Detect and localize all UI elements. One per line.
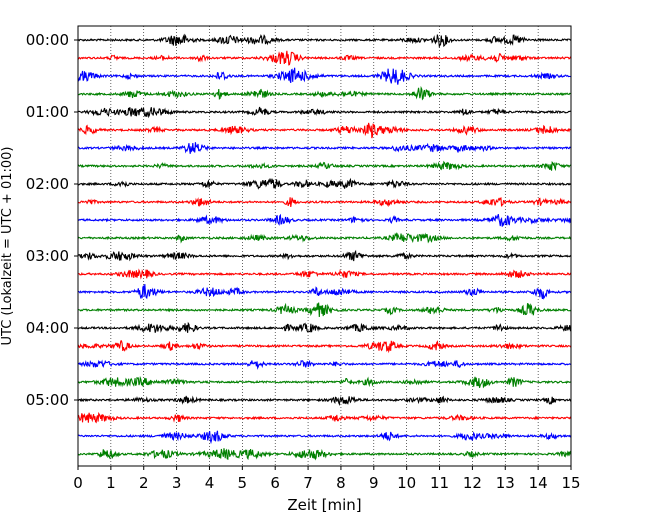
x-tick-label: 0 — [73, 474, 83, 492]
trace-0445 — [77, 375, 572, 389]
y-tick-label: 04:00 — [26, 319, 69, 337]
trace-0330 — [77, 284, 572, 300]
trace-0400 — [77, 321, 572, 333]
trace-0030 — [77, 67, 572, 85]
x-tick-label: 11 — [430, 474, 449, 492]
trace-0000 — [77, 33, 572, 48]
trace-0245 — [77, 231, 572, 244]
y-tick-label: 05:00 — [26, 391, 69, 409]
trace-0530 — [77, 430, 572, 445]
x-tick-label: 6 — [270, 474, 280, 492]
x-axis-ticks: 0 1 2 3 4 5 6 7 8 9 10 11 12 13 14 15 — [73, 466, 581, 492]
trace-0415 — [77, 340, 572, 354]
trace-0130 — [77, 142, 572, 154]
x-tick-label: 10 — [397, 474, 416, 492]
x-tick-label: 13 — [496, 474, 515, 492]
x-tick-label: 2 — [139, 474, 149, 492]
trace-0045 — [77, 85, 572, 101]
x-tick-label: 3 — [172, 474, 182, 492]
x-tick-label: 1 — [106, 474, 116, 492]
trace-0115 — [77, 122, 572, 139]
x-tick-label: 7 — [303, 474, 313, 492]
trace-0545 — [77, 448, 572, 461]
y-tick-label: 03:00 — [26, 247, 69, 265]
y-tick-label: 00:00 — [26, 31, 69, 49]
y-tick-label: 01:00 — [26, 103, 69, 121]
x-tick-label: 8 — [336, 474, 346, 492]
x-tick-label: 15 — [561, 474, 580, 492]
x-tick-label: 9 — [369, 474, 379, 492]
x-tick-label: 4 — [205, 474, 215, 492]
trace-0315 — [77, 268, 572, 280]
trace-0200 — [77, 177, 572, 190]
trace-0100 — [77, 106, 572, 119]
y-tick-label: 02:00 — [26, 175, 69, 193]
x-tick-label: 12 — [463, 474, 482, 492]
trace-0345 — [77, 302, 572, 318]
trace-0515 — [77, 411, 572, 424]
y-axis-label: UTC (Lokalzeit = UTC + 01:00) — [0, 147, 15, 346]
trace-0015 — [77, 50, 572, 66]
trace-0215 — [77, 197, 572, 208]
x-axis-label: Zeit [min] — [287, 496, 361, 514]
vertical-grid-lines — [110, 26, 539, 466]
y-axis-ticks: 00:00 01:00 02:00 03:00 04:00 05:00 — [26, 31, 78, 409]
plot-frame — [77, 25, 572, 467]
trace-0230 — [77, 213, 572, 227]
trace-0500 — [77, 395, 572, 406]
trace-0430 — [77, 359, 572, 370]
x-tick-label: 5 — [238, 474, 248, 492]
x-tick-label: 14 — [529, 474, 548, 492]
trace-group — [77, 33, 572, 461]
trace-0145 — [77, 160, 572, 172]
trace-0300 — [77, 249, 572, 262]
